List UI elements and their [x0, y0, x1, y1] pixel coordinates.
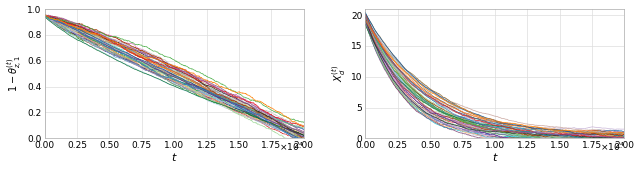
Text: $\times10^4$: $\times10^4$: [279, 141, 304, 153]
X-axis label: $t$: $t$: [492, 151, 498, 163]
Text: $\times10^4$: $\times10^4$: [600, 141, 625, 153]
Y-axis label: $X_d^{(t)}$: $X_d^{(t)}$: [330, 65, 348, 82]
Y-axis label: $1 - \theta_{z,1}^{(t)}$: $1 - \theta_{z,1}^{(t)}$: [6, 55, 25, 92]
X-axis label: $t$: $t$: [171, 151, 177, 163]
